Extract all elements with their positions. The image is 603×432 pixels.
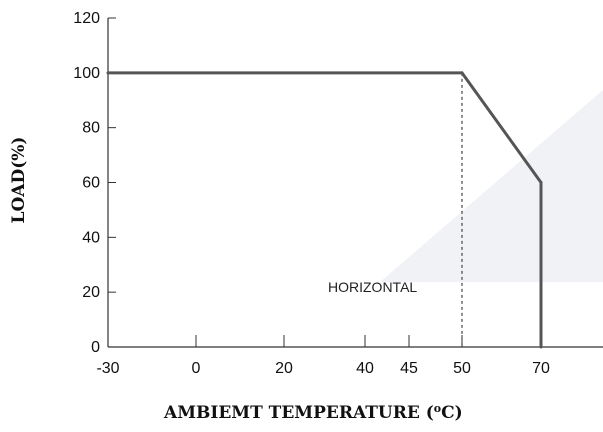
- x-axis-title-unit: C): [441, 403, 463, 423]
- y-tick-label: 20: [82, 284, 100, 301]
- series-segment: [460, 71, 543, 184]
- x-tick-label: 0: [192, 360, 201, 377]
- watermark-shape: [380, 90, 603, 282]
- x-axis-title: AMBIEMT TEMPERATURE (oC): [163, 402, 463, 423]
- watermark: [380, 90, 603, 282]
- x-tick-label: 45: [400, 360, 418, 377]
- y-tick-label: 80: [82, 120, 100, 137]
- x-tick-label: 40: [356, 360, 374, 377]
- y-tick-label: 0: [91, 339, 100, 356]
- x-ticks: -30 0 20 40 45 50 70: [96, 335, 550, 377]
- x-axis-title-sup: o: [434, 402, 441, 415]
- y-axis-title: LOAD(%): [9, 137, 29, 224]
- series-group: [106, 71, 543, 349]
- y-tick-label: 60: [82, 175, 100, 192]
- annotation-horizontal: HORIZONTAL: [328, 279, 417, 295]
- x-tick-label: -30: [96, 360, 119, 377]
- y-tick-label: 100: [73, 65, 100, 82]
- y-tick-label: 120: [73, 10, 100, 27]
- x-tick-label: 20: [275, 360, 293, 377]
- y-tick-label: 40: [82, 229, 100, 246]
- x-tick-label: 50: [453, 360, 471, 377]
- x-axis-title-text: AMBIEMT TEMPERATURE (: [163, 403, 434, 423]
- y-ticks: 0 20 40 60 80 100 120: [73, 10, 116, 356]
- x-tick-label: 70: [532, 360, 550, 377]
